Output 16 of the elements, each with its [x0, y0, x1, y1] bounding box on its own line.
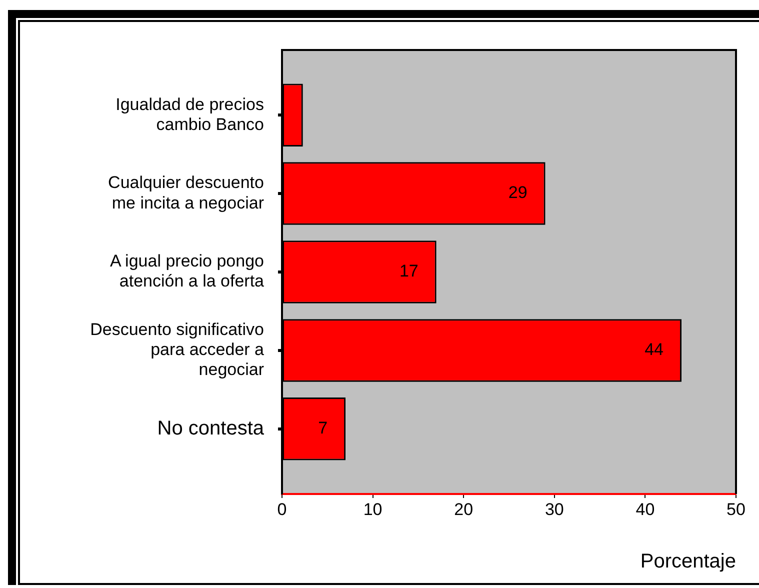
y-tick-label: Descuento significativo para acceder a negociar [90, 320, 265, 380]
x-tick-label: 0 [277, 500, 287, 519]
x-axis-title: Porcentaje [640, 550, 736, 573]
x-tick-label: 40 [636, 500, 655, 519]
y-tick-label: A igual precio pongo atención a la oferta [110, 252, 265, 291]
y-tick-label: Igualdad de precios cambio Banco [116, 94, 264, 134]
y-tick-label: No contesta [157, 417, 265, 440]
data-label: 17 [399, 262, 418, 281]
y-tick-label: Cualquier descuento me incita a negociar [108, 173, 264, 212]
x-tick-label: 20 [454, 500, 474, 519]
x-tick-label: 30 [544, 500, 564, 519]
data-label: 44 [644, 340, 664, 360]
data-label: 7 [318, 418, 328, 438]
x-tick-label: 10 [363, 500, 382, 519]
data-label: 29 [508, 183, 528, 202]
x-tick-label: 50 [726, 500, 746, 519]
